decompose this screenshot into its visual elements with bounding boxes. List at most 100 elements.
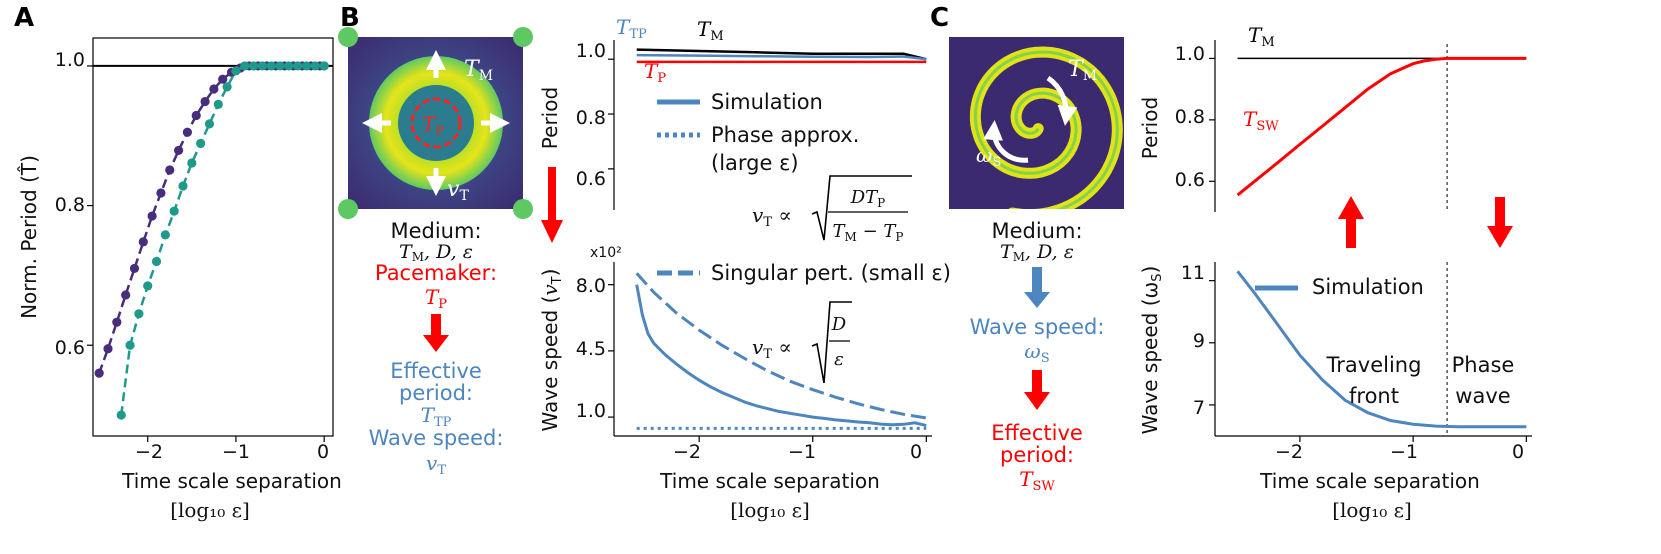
panel-c-top-chart: 1.0 0.8 0.6 Period TM TSW: [1138, 23, 1527, 248]
c-annot-phase: Phase: [1452, 353, 1515, 377]
bt-series-T_TP: [636, 53, 927, 61]
a-point-purple: [209, 84, 219, 94]
bt-label-TTP: TTP: [616, 15, 647, 42]
cb-xtick-m1: −1: [1390, 441, 1418, 463]
legend-phase-label: Phase approx.: [711, 123, 859, 147]
pacemaker-image: TM TP vT: [338, 27, 533, 219]
c-red-arrow-icon: [1024, 370, 1050, 410]
a-xtick-m1: −1: [222, 441, 250, 463]
b-between-arrow: Period: [538, 87, 563, 243]
a-series-purple: [98, 64, 325, 374]
bb-xtick-0: 0: [910, 441, 922, 463]
bt-ytick-1.0: 1.0: [576, 40, 606, 62]
cb-xlabel: Time scale separation: [1259, 469, 1480, 493]
cb-xtick-m2: −2: [1275, 441, 1303, 463]
b-wavespeed-label: Wave speed:: [369, 426, 504, 450]
a-point-purple: [173, 145, 184, 156]
legend-simulation-label: Simulation: [711, 90, 823, 114]
b-pacemaker-param: TP: [425, 285, 447, 312]
a-point-teal: [293, 61, 303, 71]
panel-label-b: B: [340, 3, 360, 33]
a-point-purple: [156, 188, 166, 198]
a-ytick-0.8: 0.8: [55, 194, 85, 216]
bb-xlabel: Time scale separation: [659, 469, 880, 493]
formula2-sqrt: [811, 301, 852, 384]
a-point-teal: [319, 61, 329, 71]
c-wavespeed-label: Wave speed:: [970, 315, 1105, 339]
formula1-num: DTP: [850, 187, 886, 210]
a-series-teal: [119, 64, 325, 416]
panel-b-top-chart: 1.0 0.8 0.6 TTP TM TP Simulation Phase a…: [576, 15, 927, 244]
ct-label-TSW: TSW: [1243, 107, 1279, 134]
a-point-teal: [222, 82, 232, 92]
bb-xtick-m2: −2: [673, 441, 701, 463]
formula1-lhs: vT ∝: [752, 203, 792, 230]
bb-multiplier: x10²: [590, 245, 622, 261]
cb-ytick-11: 11: [1181, 262, 1205, 284]
c-down-arrow-icon: [1487, 197, 1513, 248]
panel-c-bottom-chart: 11 9 7 −2 −1 0 Time scale separation [lo…: [1138, 262, 1532, 522]
panel-a-frame: [92, 37, 334, 437]
bt-ytick-0.8: 0.8: [576, 107, 606, 129]
spiral-wave-image: TM ωS: [949, 37, 1124, 209]
a-point-teal: [275, 61, 285, 71]
a-point-purple: [112, 317, 122, 327]
cb-ylabel: Wave speed (ωS): [1138, 266, 1165, 435]
a-xlabel: Time scale separation: [121, 469, 342, 493]
b-arrow-down-icon: [423, 314, 449, 352]
a-point-teal: [204, 119, 215, 129]
a-point-teal: [213, 99, 223, 109]
a-point-purple: [165, 165, 175, 175]
panel-label-c: C: [930, 3, 949, 33]
rotation-arrow-outer-icon: [1046, 75, 1078, 126]
cb-ytick-9: 9: [1193, 330, 1205, 352]
a-ylabel: Norm. Period (T̂): [17, 155, 41, 319]
formula1-sqrt: [811, 175, 912, 241]
a-point-purple: [94, 368, 104, 378]
pacemaker-circle: [410, 97, 462, 149]
a-point-purple: [147, 211, 157, 221]
formula2-den: ε: [834, 349, 844, 370]
c-up-arrow-icon: [1338, 196, 1364, 248]
a-point-teal: [231, 66, 241, 76]
c-medium-label: Medium:: [991, 219, 1082, 243]
formula2-lhs: vT ∝: [752, 335, 792, 362]
rotation-arrow-inner-icon: [983, 120, 1029, 163]
c-effective-param: TSW: [1019, 467, 1055, 494]
a-point-teal: [125, 340, 135, 350]
b-medium-label: Medium:: [390, 219, 481, 243]
a-point-purple: [218, 74, 228, 84]
a-point-teal: [169, 206, 179, 216]
legend-phase-sub: (large ε): [711, 151, 799, 175]
c-blue-arrow-icon: [1024, 267, 1050, 308]
bb-series-solid: [635, 284, 927, 428]
c-legend-simulation-label: Simulation: [1312, 275, 1424, 299]
a-point-teal: [240, 61, 250, 71]
bb-xtick-m1: −1: [788, 441, 816, 463]
bt-series-T_M: [636, 48, 927, 61]
panel-b-bottom-chart: x10² 8.0 4.5 1.0 −2 −1 0 Time scale sepa…: [538, 245, 951, 522]
cb-series-Simulation: [1236, 270, 1527, 429]
panel-c-flow: Medium: TM, D, ε Wave speed: ωS Effectiv…: [970, 219, 1105, 494]
b-top-ylabel: Period: [538, 87, 562, 149]
panel-a-chart: 1.0 0.8 0.6 −2 −1 0 Time scale separatio…: [17, 37, 342, 522]
a-point-purple: [200, 96, 210, 107]
c-annot-wave: wave: [1455, 384, 1510, 408]
a-xtick-0: 0: [317, 441, 329, 463]
a-point-teal: [178, 181, 188, 191]
a-point-teal: [310, 61, 320, 71]
b-wavespeed-param: vT: [426, 451, 446, 478]
panel-b-flow: Medium: TM, D, ε Pacemaker: TP Effective…: [369, 219, 504, 478]
b-red-arrow-icon: [541, 167, 563, 243]
c-wavespeed-param: ωS: [1024, 339, 1049, 366]
a-point-teal: [257, 61, 268, 71]
a-point-teal: [284, 61, 294, 71]
a-point-teal: [266, 61, 276, 71]
a-point-teal: [196, 138, 206, 149]
a-point-teal: [301, 61, 312, 71]
ct-ylabel: Period: [1138, 97, 1162, 159]
formula1-den: TM − TP: [833, 221, 904, 244]
a-point-purple: [103, 344, 113, 354]
bt-label-TM: TM: [697, 17, 724, 44]
a-point-purple: [138, 237, 148, 247]
